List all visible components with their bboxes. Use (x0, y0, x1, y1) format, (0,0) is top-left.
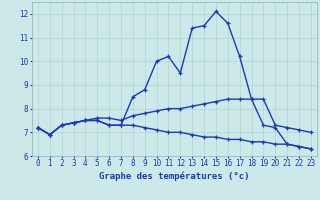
X-axis label: Graphe des températures (°c): Graphe des températures (°c) (99, 171, 250, 181)
